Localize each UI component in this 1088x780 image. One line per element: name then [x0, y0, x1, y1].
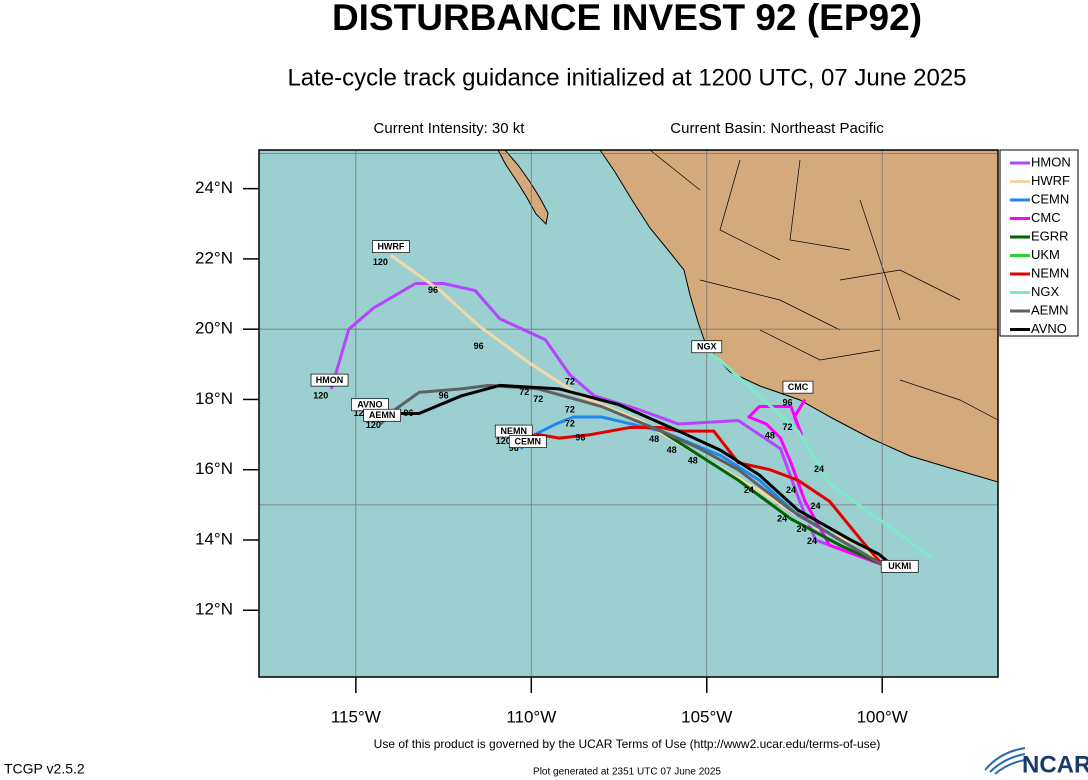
hour-label: 72	[565, 404, 575, 414]
hour-label: 48	[765, 431, 775, 441]
y-tick-label: 18°N	[195, 389, 233, 408]
track	[520, 426, 884, 566]
legend-label: AVNO	[1031, 321, 1067, 336]
hour-label: 120	[313, 390, 328, 400]
track	[747, 398, 883, 566]
hour-label: 24	[807, 536, 817, 546]
hour-label: 120	[373, 257, 388, 267]
y-tick-label: 20°N	[195, 319, 233, 338]
terms: Use of this product is governed by the U…	[374, 737, 881, 751]
legend-label: NEMN	[1031, 265, 1069, 280]
track-label: AVNO	[357, 400, 382, 410]
x-tick-label: 110°W	[506, 707, 556, 726]
legend-label: UKM	[1031, 247, 1060, 262]
hour-label: 72	[533, 394, 543, 404]
hour-label: 24	[814, 464, 824, 474]
y-tick-label: 22°N	[195, 248, 233, 267]
label-box	[782, 380, 814, 394]
label-box	[691, 340, 723, 354]
hour-label: 24	[796, 524, 806, 534]
track	[660, 429, 883, 566]
hour-label: 24	[811, 501, 821, 511]
version: TCGP v2.5.2	[4, 761, 85, 777]
hour-label: 24	[786, 485, 796, 495]
plot-frame	[258, 149, 999, 678]
track-label: NGX	[697, 342, 717, 352]
track-label: HWRF	[377, 241, 404, 251]
hour-label: 96	[439, 390, 449, 400]
legend-label: HMON	[1031, 154, 1071, 169]
hour-label: 96	[575, 432, 585, 442]
legend-label: CEMN	[1031, 191, 1069, 206]
hour-label: 48	[667, 445, 677, 455]
legend-label: NGX	[1031, 284, 1060, 299]
hour-label: 96	[509, 443, 519, 453]
chart-subtitle: Late-cycle track guidance initialized at…	[287, 64, 966, 91]
hour-label: 72	[519, 387, 529, 397]
hour-label: 24	[744, 485, 754, 495]
legend-label: EGRR	[1031, 228, 1069, 243]
hour-label: 48	[649, 434, 659, 444]
track-label: NEMN	[501, 426, 528, 436]
intensity: Current Intensity: 30 kt	[374, 120, 526, 137]
track-label: CEMN	[515, 436, 542, 446]
basin: Current Basin: Northeast Pacific	[670, 120, 884, 137]
hour-label: 96	[782, 397, 792, 407]
track	[369, 383, 901, 573]
x-tick-label: 115°W	[331, 707, 381, 726]
logo-text: NCAR	[1022, 751, 1088, 778]
x-tick-label: 100°W	[857, 707, 908, 726]
hour-label: 96	[428, 285, 438, 295]
hour-label: 120	[366, 420, 381, 430]
hour-label: 48	[688, 455, 698, 465]
label-box	[880, 559, 919, 573]
label-box	[508, 435, 547, 448]
hour-label: 96	[474, 341, 484, 351]
hour-label: 24	[777, 513, 787, 523]
y-tick-label: 12°N	[195, 600, 233, 619]
track	[329, 282, 883, 566]
hour-label: 72	[565, 376, 575, 386]
legend-label: CMC	[1031, 210, 1061, 225]
land	[497, 150, 998, 483]
label-box	[363, 408, 402, 422]
track-label: AEMN	[369, 410, 396, 420]
hour-label: 120	[496, 436, 511, 446]
track-label: UKMI	[888, 561, 911, 571]
track	[705, 349, 933, 559]
track-label: HMON	[316, 375, 344, 385]
label-box	[372, 240, 410, 253]
x-tick-label: 105°W	[681, 707, 732, 726]
y-tick-label: 14°N	[195, 529, 233, 548]
hour-label: 120	[354, 408, 369, 418]
y-tick-label: 16°N	[195, 459, 233, 478]
track	[379, 383, 883, 566]
legend-label: AEMN	[1031, 302, 1069, 317]
hour-label: 72	[565, 418, 575, 428]
chart-title: DISTURBANCE INVEST 92 (EP92)	[332, 0, 922, 38]
legend-label: HWRF	[1031, 173, 1070, 188]
hour-label: 96	[403, 408, 413, 418]
hour-label: 72	[782, 422, 792, 432]
logo: NCAR	[984, 747, 1088, 778]
label-box	[310, 373, 349, 387]
track-label: CMC	[788, 382, 809, 392]
generated: Plot generated at 2351 UTC 07 June 2025	[533, 767, 721, 778]
y-tick-label: 24°N	[195, 178, 233, 197]
